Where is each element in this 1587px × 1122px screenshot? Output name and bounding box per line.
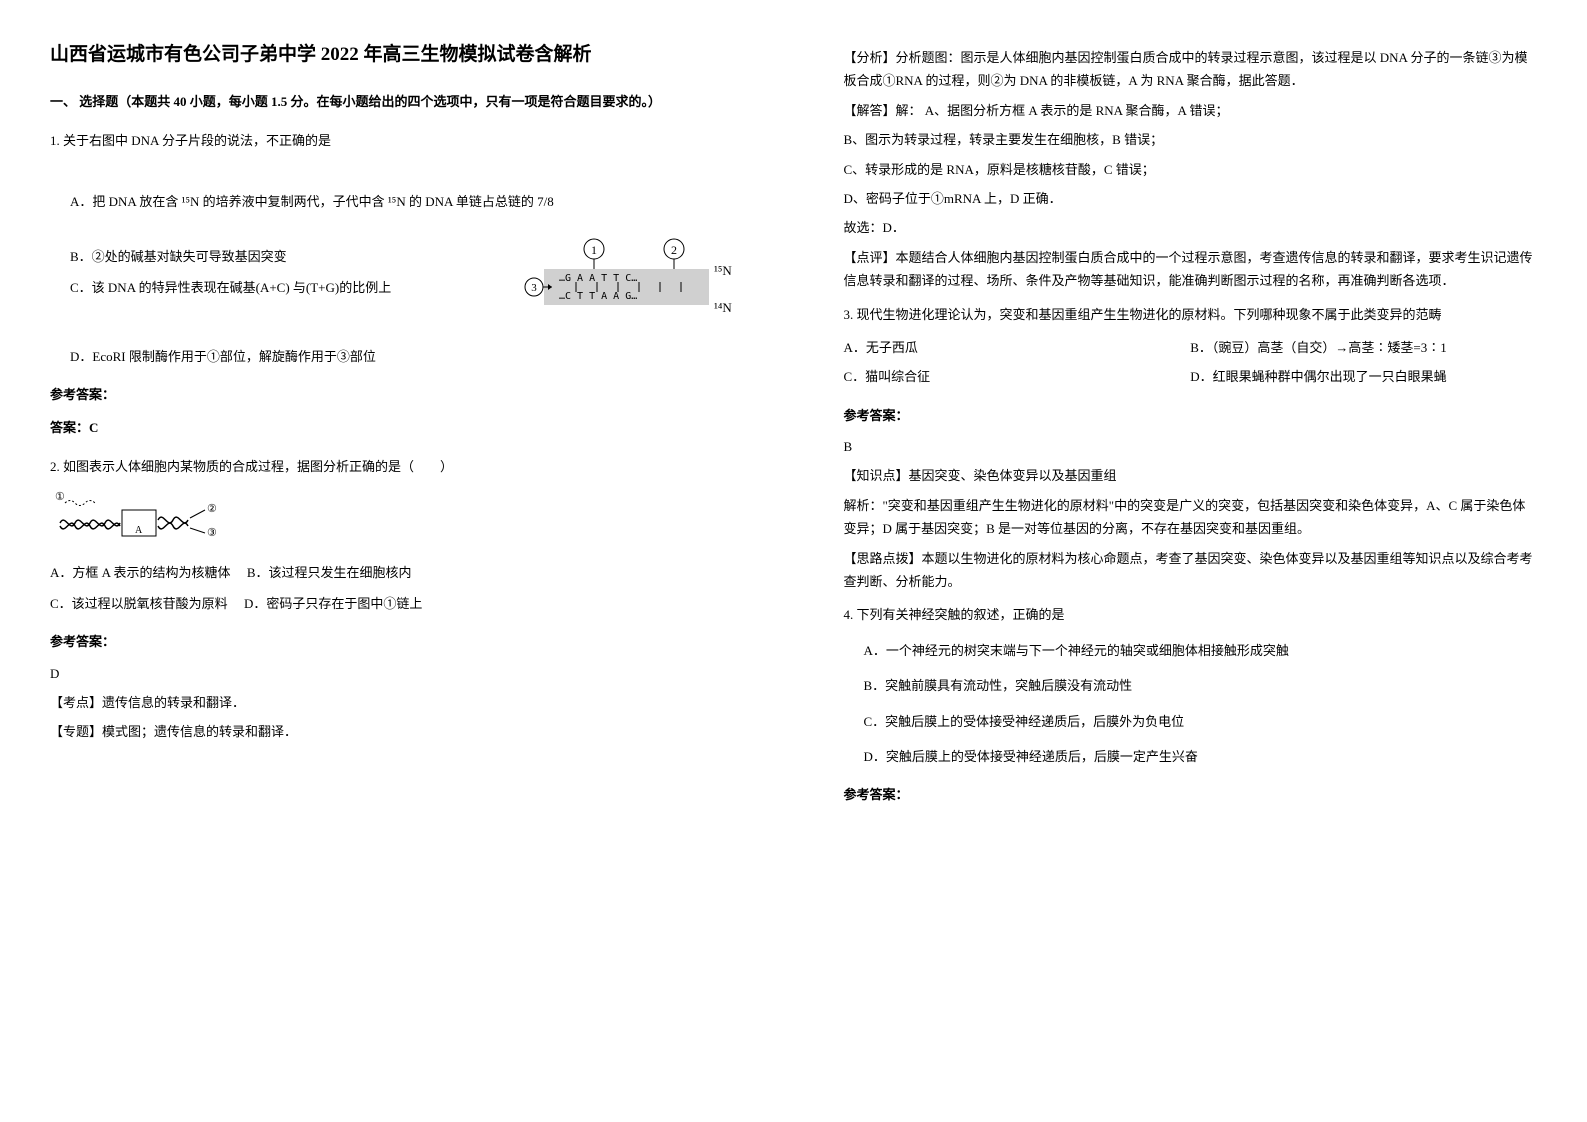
transcription-diagram: ① A ② ③ [50,488,250,543]
q2-kaodian: 【考点】遗传信息的转录和翻译． [50,691,744,714]
question-2: 2. 如图表示人体细胞内某物质的合成过程，据图分析正确的是（ ） ① A ② ③… [50,455,744,616]
q3-option-d: D．红眼果蝇种群中偶尔出现了一只白眼果蝇 [1190,365,1537,388]
q1-option-c: C．该 DNA 的特异性表现在碱基(A+C) 与(T+G)的比例上 [70,276,514,299]
q1-option-b: B．②处的碱基对缺失可导致基因突变 [70,245,514,268]
q1-stem: 1. 关于右图中 DNA 分子片段的说法，不正确的是 [50,129,744,152]
question-3: 3. 现代生物进化理论认为，突变和基因重组产生生物进化的原材料。下列哪种现象不属… [844,303,1538,389]
jieda-b: B、图示为转录过程，转录主要发生在细胞核，B 错误； [844,128,1538,151]
q2-option-d: D．密码子只存在于图中①链上 [244,596,422,611]
q2-option-c: C．该过程以脱氧核苷酸为原料 [50,596,228,611]
question-1: 1. 关于右图中 DNA 分子片段的说法，不正确的是 A．把 DNA 放在含 ¹… [50,129,744,368]
q2-option-a: A．方框 A 表示的结构为核糖体 [50,565,231,580]
svg-text:¹⁴N: ¹⁴N [714,300,732,315]
dianping: 【点评】本题结合人体细胞内基因控制蛋白质合成中的一个过程示意图，考查遗传信息的转… [844,246,1538,293]
svg-text:②: ② [207,503,217,515]
svg-text:3: 3 [531,282,537,294]
exam-title: 山西省运城市有色公司子弟中学 2022 年高三生物模拟试卷含解析 [50,40,744,70]
q2-stem: 2. 如图表示人体细胞内某物质的合成过程，据图分析正确的是（ ） [50,455,744,478]
svg-text:…C T T A A G…: …C T T A A G… [559,291,637,302]
q3-siludianbo: 【思路点拨】本题以生物进化的原材料为核心命题点，考查了基因突变、染色体变异以及基… [844,547,1538,594]
svg-text:…G A A T T C…: …G A A T T C… [559,273,637,284]
q3-option-a: A．无子西瓜 [844,336,1191,359]
jieda-label: 【解答】解： [844,103,922,118]
q2-answer: D [50,662,744,685]
q4-option-d: D．突触后膜上的受体接受神经递质后，后膜一定产生兴奋 [864,745,1538,768]
q4-option-c: C．突触后膜上的受体接受神经递质后，后膜外为负电位 [864,710,1538,733]
q3-stem: 3. 现代生物进化理论认为，突变和基因重组产生生物进化的原材料。下列哪种现象不属… [844,303,1538,326]
q3-answer-label: 参考答案： [844,404,1538,427]
q1-option-a: A．把 DNA 放在含 ¹⁵N 的培养液中复制两代，子代中含 ¹⁵N 的 DNA… [70,190,744,213]
guxuan: 故选：D． [844,216,1538,239]
q2-zhuanti: 【专题】模式图；遗传信息的转录和翻译． [50,720,744,743]
q3-answer: B [844,435,1538,458]
q1-answer-label: 参考答案： [50,383,744,406]
svg-text:1: 1 [591,243,597,257]
q4-option-b: B．突触前膜具有流动性，突触后膜没有流动性 [864,674,1538,697]
q1-answer: 答案：C [50,416,744,439]
svg-text:¹⁵N: ¹⁵N [714,263,732,278]
jieda-d: D、密码子位于①mRNA 上，D 正确． [844,187,1538,210]
question-4: 4. 下列有关神经突触的叙述，正确的是 A．一个神经元的树突末端与下一个神经元的… [844,603,1538,768]
q3-option-c: C．猫叫综合征 [844,365,1191,388]
jieda-a: A、据图分析方框 A 表示的是 RNA 聚合酶，A 错误； [925,103,1229,118]
q4-option-a: A．一个神经元的树突末端与下一个神经元的轴突或细胞体相接触形成突触 [864,639,1538,662]
svg-text:③: ③ [207,527,217,539]
q3-zhishidian: 【知识点】基因突变、染色体变异以及基因重组 [844,464,1538,487]
q2-fenxi: 【分析】分析题图：图示是人体细胞内基因控制蛋白质合成中的转录过程示意图，该过程是… [844,46,1538,93]
q1-option-d: D．EcoRI 限制酶作用于①部位，解旋酶作用于③部位 [70,345,744,368]
section-header: 一、 选择题（本题共 40 小题，每小题 1.5 分。在每小题给出的四个选项中，… [50,90,744,113]
q4-answer-label: 参考答案： [844,783,1538,806]
q2-answer-label: 参考答案： [50,630,744,653]
svg-text:A: A [135,525,143,536]
q2-option-b: B．该过程只发生在细胞核内 [247,565,412,580]
dna-diagram: 1 2 3 …G A A T T C… …C T T A A G… ¹⁵N [524,237,744,337]
jieda-c: C、转录形成的是 RNA，原料是核糖核苷酸，C 错误； [844,158,1538,181]
svg-text:2: 2 [671,243,677,257]
svg-text:①: ① [55,491,65,503]
q4-stem: 4. 下列有关神经突触的叙述，正确的是 [844,603,1538,626]
q3-option-b: B．（豌豆）高茎（自交）→高茎∶矮茎=3∶1 [1190,336,1537,359]
q3-jiexi: 解析："突变和基因重组产生生物进化的原材料"中的突变是广义的突变，包括基因突变和… [844,494,1538,541]
